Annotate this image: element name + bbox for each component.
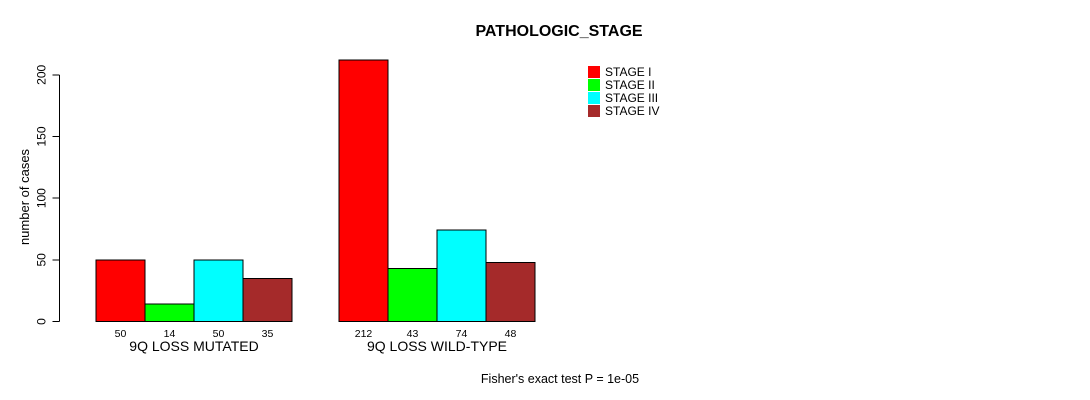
y-tick-label: 100 — [35, 188, 49, 208]
value-label-stage-iv-9q-loss-mutated: 35 — [262, 328, 274, 340]
bars — [95, 59, 536, 323]
bar-stage-i-9q-loss-mutated — [95, 259, 146, 323]
bar-value-labels: 50 14 50 35 212 43 74 48 — [115, 328, 517, 340]
bar-stage-i-9q-loss-wild-type — [338, 59, 389, 323]
bar-stage-iii-9q-loss-wild-type — [436, 229, 487, 322]
legend-item-stage-i: STAGE I — [588, 66, 659, 79]
y-tick-label: 200 — [35, 64, 49, 84]
legend-label-stage-ii: STAGE II — [605, 78, 655, 93]
value-label-stage-i-9q-loss-wild-type: 212 — [355, 328, 373, 340]
category-label-9q-loss-wild-type: 9Q LOSS WILD-TYPE — [367, 338, 507, 354]
footer-annotation: Fisher's exact test P = 1e-05 — [481, 372, 639, 386]
value-label-stage-i-9q-loss-mutated: 50 — [115, 328, 127, 340]
value-label-stage-iii-9q-loss-mutated: 50 — [213, 328, 225, 340]
y-axis: 0 50 100 150 200 — [35, 64, 60, 325]
bar-stage-ii-9q-loss-mutated — [144, 303, 195, 322]
legend-swatch-stage-iv — [588, 104, 600, 117]
legend-item-stage-iv: STAGE IV — [588, 104, 659, 117]
category-label-9q-loss-mutated: 9Q LOSS MUTATED — [129, 338, 258, 354]
y-tick-label: 150 — [35, 126, 49, 146]
legend: STAGE I STAGE II STAGE III STAGE IV — [588, 66, 659, 117]
value-label-stage-ii-9q-loss-wild-type: 43 — [407, 328, 419, 340]
y-axis-title: number of cases — [17, 148, 32, 245]
bar-stage-iv-9q-loss-mutated — [242, 277, 293, 323]
legend-swatch-stage-iii — [588, 91, 600, 104]
bar-stage-ii-9q-loss-wild-type — [387, 267, 438, 323]
legend-item-stage-ii: STAGE II — [588, 79, 659, 92]
legend-label-stage-iii: STAGE III — [605, 90, 659, 105]
legend-swatch-stage-ii — [588, 79, 600, 92]
legend-label-stage-i: STAGE I — [605, 65, 652, 80]
legend-label-stage-iv: STAGE IV — [605, 103, 660, 118]
value-label-stage-iv-9q-loss-wild-type: 48 — [505, 328, 517, 340]
value-label-stage-ii-9q-loss-mutated: 14 — [164, 328, 176, 340]
legend-item-stage-iii: STAGE III — [588, 90, 659, 105]
value-label-stage-iii-9q-loss-wild-type: 74 — [456, 328, 468, 340]
y-tick-label: 0 — [35, 318, 49, 325]
category-labels: 9Q LOSS MUTATED 9Q LOSS WILD-TYPE — [129, 338, 507, 354]
bar-stage-iii-9q-loss-mutated — [193, 259, 244, 323]
y-tick-label: 50 — [35, 253, 49, 267]
legend-swatch-stage-i — [588, 66, 600, 79]
chart-title: PATHOLOGIC_STAGE — [475, 23, 642, 40]
bar-stage-iv-9q-loss-wild-type — [485, 261, 536, 322]
